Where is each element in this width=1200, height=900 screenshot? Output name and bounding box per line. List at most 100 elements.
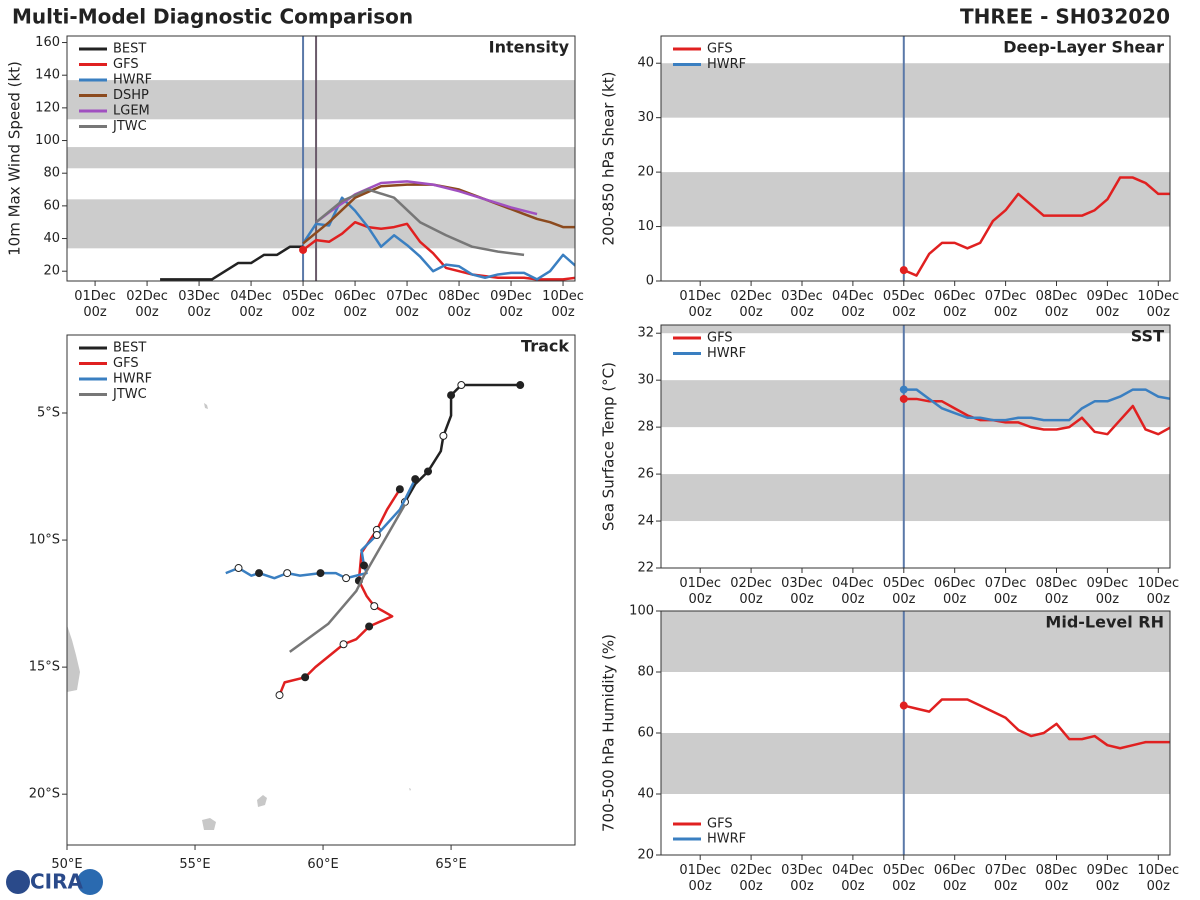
x-tick-label: 06Dec 00z bbox=[933, 289, 976, 320]
y-tick-label: 100 bbox=[35, 133, 60, 148]
track-marker bbox=[360, 561, 369, 570]
track-line bbox=[289, 503, 407, 653]
start-marker bbox=[899, 385, 908, 394]
category-band bbox=[661, 325, 1170, 334]
x-tick-label: 10Dec 00z bbox=[1137, 863, 1180, 894]
legend-label: DSHP bbox=[113, 88, 149, 103]
track-marker bbox=[342, 574, 351, 583]
track-marker bbox=[301, 673, 310, 682]
legend-label: GFS bbox=[113, 57, 139, 72]
category-band bbox=[661, 611, 1170, 672]
series-line bbox=[160, 245, 304, 281]
x-tick-label: 05Dec 00z bbox=[282, 289, 324, 320]
track-marker bbox=[365, 622, 374, 631]
panel-title: Deep-Layer Shear bbox=[1003, 38, 1164, 57]
panel-title: SST bbox=[1131, 327, 1164, 346]
y-tick-label: 10 bbox=[637, 219, 654, 234]
x-tick-label: 01Dec 00z bbox=[74, 289, 116, 320]
y-tick-label: 60 bbox=[43, 198, 60, 213]
x-tick-label: 07Dec 00z bbox=[984, 863, 1027, 894]
y-tick-label: 20 bbox=[637, 848, 654, 863]
track-marker bbox=[275, 691, 284, 700]
x-tick-label: 60°E bbox=[307, 857, 339, 872]
storm-id: THREE - SH032020 bbox=[960, 5, 1170, 29]
x-tick-label: 04Dec 00z bbox=[832, 289, 874, 320]
legend-label: HWRF bbox=[707, 346, 746, 361]
y-tick-label: 80 bbox=[43, 166, 60, 181]
axes-frame bbox=[66, 35, 576, 282]
legend-label: GFS bbox=[707, 42, 733, 57]
y-tick-label: 0 bbox=[646, 274, 654, 289]
y-axis-label: 200-850 hPa Shear (kt) bbox=[600, 72, 618, 246]
y-tick-label: 40 bbox=[637, 787, 654, 802]
legend-label: BEST bbox=[113, 341, 146, 356]
logo-badge bbox=[77, 869, 103, 895]
figure-title: Multi-Model Diagnostic Comparison bbox=[12, 5, 413, 29]
x-tick-label: 01Dec 00z bbox=[679, 289, 722, 320]
plot-area bbox=[661, 325, 1170, 568]
logo-text: CIRA bbox=[30, 870, 84, 894]
x-tick-label: 04Dec 00z bbox=[230, 289, 272, 320]
y-tick-label: 80 bbox=[637, 665, 654, 680]
x-tick-label: 04Dec 00z bbox=[832, 576, 874, 607]
mauritius bbox=[257, 795, 267, 807]
plot-area bbox=[661, 611, 1170, 855]
legend-label: JTWC bbox=[112, 387, 147, 402]
plot-area bbox=[661, 36, 1170, 281]
y-tick-label: 10°S bbox=[29, 533, 60, 548]
plot-area bbox=[67, 36, 575, 281]
category-band bbox=[661, 733, 1170, 794]
x-tick-label: 09Dec 00z bbox=[1086, 863, 1129, 894]
x-tick-label: 65°E bbox=[435, 857, 467, 872]
legend-label: HWRF bbox=[707, 832, 746, 847]
start-marker bbox=[899, 266, 908, 275]
y-axis-label: 700-500 hPa Humidity (%) bbox=[600, 634, 618, 832]
y-tick-label: 28 bbox=[637, 420, 654, 435]
legend-label: BEST bbox=[113, 42, 146, 57]
series-line bbox=[903, 388, 1170, 422]
category-band bbox=[67, 147, 575, 169]
panel-title: Track bbox=[521, 337, 569, 356]
category-band bbox=[67, 80, 575, 120]
x-tick-label: 07Dec 00z bbox=[984, 576, 1027, 607]
logo-globe bbox=[6, 870, 30, 894]
land bbox=[67, 403, 411, 830]
track-marker bbox=[234, 564, 243, 573]
x-tick-label: 07Dec 00z bbox=[386, 289, 428, 320]
track-line bbox=[278, 488, 401, 696]
legend-label: JTWC bbox=[112, 119, 147, 134]
legend-label: HWRF bbox=[113, 372, 152, 387]
y-tick-label: 5°S bbox=[37, 406, 60, 421]
x-tick-label: 05Dec 00z bbox=[882, 289, 925, 320]
track-marker bbox=[372, 530, 381, 539]
x-tick-label: 06Dec 00z bbox=[334, 289, 376, 320]
x-tick-label: 05Dec 00z bbox=[882, 576, 925, 607]
y-tick-label: 32 bbox=[637, 326, 654, 341]
panel-title: Mid-Level RH bbox=[1045, 613, 1164, 632]
legend-label: GFS bbox=[707, 331, 733, 346]
legend-label: GFS bbox=[707, 817, 733, 832]
x-tick-label: 01Dec 00z bbox=[679, 576, 722, 607]
y-tick-label: 140 bbox=[35, 68, 60, 83]
track-marker bbox=[457, 381, 466, 390]
madagascar bbox=[67, 625, 80, 692]
category-band bbox=[661, 474, 1170, 522]
y-axis-label: Sea Surface Temp (°C) bbox=[600, 362, 618, 531]
x-tick-label: 10Dec 00z bbox=[1137, 576, 1180, 607]
y-tick-label: 15°S bbox=[29, 660, 60, 675]
logo: CIRA bbox=[6, 869, 103, 895]
track-line bbox=[225, 478, 417, 580]
series-line bbox=[903, 698, 1170, 750]
y-tick-label: 40 bbox=[43, 231, 60, 246]
track-marker bbox=[395, 485, 404, 494]
x-tick-label: 09Dec 00z bbox=[490, 289, 532, 320]
x-tick-label: 02Dec 00z bbox=[730, 576, 772, 607]
plot-area bbox=[225, 381, 525, 700]
series-line bbox=[302, 220, 575, 281]
y-tick-label: 30 bbox=[637, 110, 654, 125]
y-tick-label: 30 bbox=[637, 373, 654, 388]
track-marker bbox=[339, 640, 348, 649]
y-axis-label: 10m Max Wind Speed (kt) bbox=[6, 61, 24, 256]
x-tick-label: 08Dec 00z bbox=[1035, 289, 1078, 320]
